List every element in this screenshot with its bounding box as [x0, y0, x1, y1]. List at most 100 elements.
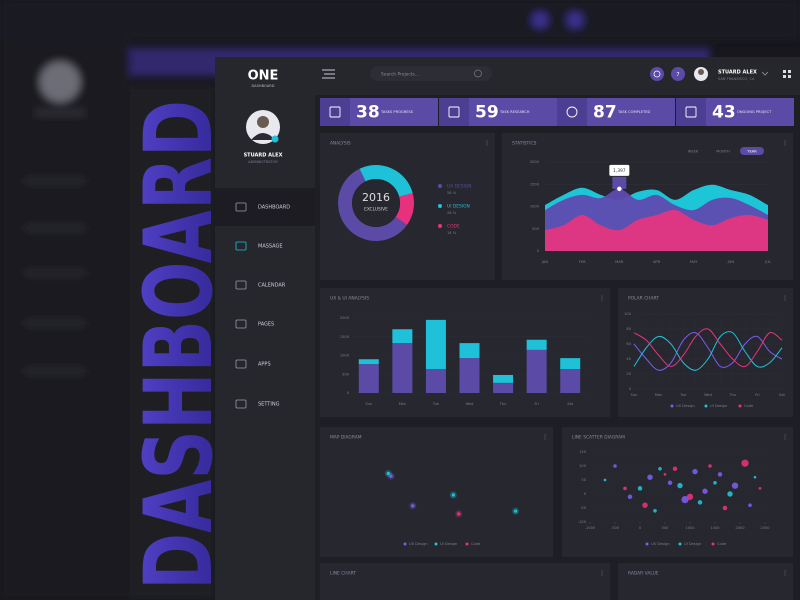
panel-menu-dot[interactable] — [784, 572, 786, 574]
nav-icon[interactable] — [235, 399, 247, 409]
legend-label: UX Design — [676, 404, 695, 408]
panel-menu-dot[interactable] — [544, 434, 546, 436]
panel-menu-dot[interactable] — [784, 438, 786, 440]
user-menu-chevron[interactable] — [761, 71, 769, 76]
x-tick-label: Thu — [499, 402, 507, 406]
panel-title: POLAR CHART — [628, 296, 659, 302]
status-badge — [271, 135, 279, 143]
tab-active[interactable] — [740, 147, 764, 155]
x-tick-label: JAN — [541, 260, 548, 264]
scatter-point — [713, 481, 717, 485]
area — [545, 209, 768, 251]
panel-menu-dot[interactable] — [486, 144, 488, 146]
donut-segment — [338, 168, 407, 241]
panel-menu-dot[interactable] — [544, 438, 546, 440]
y-tick-label: 1500 — [530, 182, 540, 186]
nav-icon[interactable] — [235, 280, 247, 290]
sidebar — [215, 57, 315, 600]
panel-menu-dot[interactable] — [601, 299, 603, 301]
y-tick-label: 20 — [626, 372, 631, 376]
profile-name: STUARD ALEX — [244, 153, 283, 159]
panel-menu-dot[interactable] — [784, 295, 786, 297]
notification-count: 7 — [676, 72, 679, 78]
panel-menu-dot[interactable] — [601, 295, 603, 297]
x-tick-label: Mon — [399, 402, 407, 406]
scatter-point — [717, 472, 723, 477]
tooltip-label: 1,397 — [613, 168, 626, 174]
user-location: SAN FRANSISCO, CA — [718, 77, 755, 81]
panel-menu-dot[interactable] — [544, 436, 546, 438]
nav-active-row — [215, 188, 315, 226]
x-tick-label: Mon — [655, 393, 663, 397]
panel-menu-dot[interactable] — [784, 144, 786, 146]
legend-label: UI Design — [684, 542, 701, 546]
y-tick-label: 40 — [626, 357, 631, 361]
y-tick-label: 500 — [342, 372, 350, 376]
panel-menu-dot[interactable] — [784, 142, 786, 144]
apps-grid-icon[interactable] — [783, 70, 791, 78]
panel-title: LINE SCATTER DIAGRAM — [572, 435, 625, 441]
x-tick-label: 500 — [662, 526, 670, 530]
panel-title: UX & UI ANALYSIS — [330, 296, 369, 302]
nav-item: MASSAGE — [258, 244, 283, 250]
legend-label: UI Design — [710, 404, 727, 408]
scatter-point — [727, 491, 733, 497]
bar-segment — [526, 349, 547, 393]
scatter-point — [637, 486, 643, 491]
bar-segment — [526, 339, 547, 350]
panel-menu-dot[interactable] — [601, 297, 603, 299]
panel-menu-dot[interactable] — [784, 436, 786, 438]
panel-menu-dot[interactable] — [784, 434, 786, 436]
settings-button[interactable] — [650, 67, 664, 81]
panel-menu-dot[interactable] — [601, 570, 603, 572]
stat-value: 59 — [475, 103, 499, 123]
nav-item: CALENDAR — [258, 283, 286, 289]
panel-menu-dot[interactable] — [601, 572, 603, 574]
y-tick-label: 80 — [626, 327, 631, 331]
notification-button[interactable] — [671, 67, 685, 81]
search-box[interactable] — [370, 66, 492, 81]
settings-icon — [653, 70, 661, 78]
nav-item: APPS — [258, 362, 271, 368]
nav-icon[interactable] — [235, 359, 247, 369]
nav-icon[interactable] — [235, 241, 247, 251]
panel-menu-dot[interactable] — [784, 297, 786, 299]
x-tick-label: APR — [653, 260, 661, 264]
x-tick-label: 2000 — [735, 526, 745, 530]
scatter-point — [658, 467, 662, 471]
legend-dot — [434, 542, 438, 546]
panel — [618, 563, 793, 600]
scatter-point — [731, 482, 739, 489]
panel-menu-dot[interactable] — [784, 140, 786, 142]
logo-subtitle: DASHBOARD — [251, 84, 274, 88]
y-tick-label: 50 — [581, 478, 586, 482]
line — [633, 328, 783, 368]
y-tick-label: 0 — [629, 387, 632, 391]
legend-dot — [465, 542, 469, 546]
panel-menu-dot[interactable] — [784, 574, 786, 576]
nav-icon[interactable] — [235, 202, 247, 212]
stat-value: 43 — [712, 103, 736, 123]
search-icon — [474, 69, 482, 78]
panel-menu-dot[interactable] — [486, 142, 488, 144]
x-tick-label: Tue — [432, 402, 440, 406]
scatter-point — [623, 486, 627, 491]
x-tick-label: JUL — [764, 260, 771, 264]
nav-icon[interactable] — [235, 319, 247, 329]
user-name: STUARD ALEX — [718, 70, 757, 76]
panel-menu-dot[interactable] — [601, 574, 603, 576]
panel-menu-dot[interactable] — [784, 299, 786, 301]
y-tick-label: 0 — [347, 391, 350, 395]
nav-item: PAGES — [258, 322, 274, 328]
y-tick-label: 1500 — [340, 335, 350, 339]
scatter-point — [686, 493, 694, 500]
line — [633, 331, 783, 371]
tooltip-box — [609, 164, 630, 176]
x-tick-label: Sat — [567, 402, 573, 406]
stat-label: TASK RESEARCH — [499, 110, 530, 114]
menu-button[interactable] — [322, 69, 335, 79]
panel-menu-dot[interactable] — [784, 570, 786, 572]
panel-menu-dot[interactable] — [486, 140, 488, 142]
